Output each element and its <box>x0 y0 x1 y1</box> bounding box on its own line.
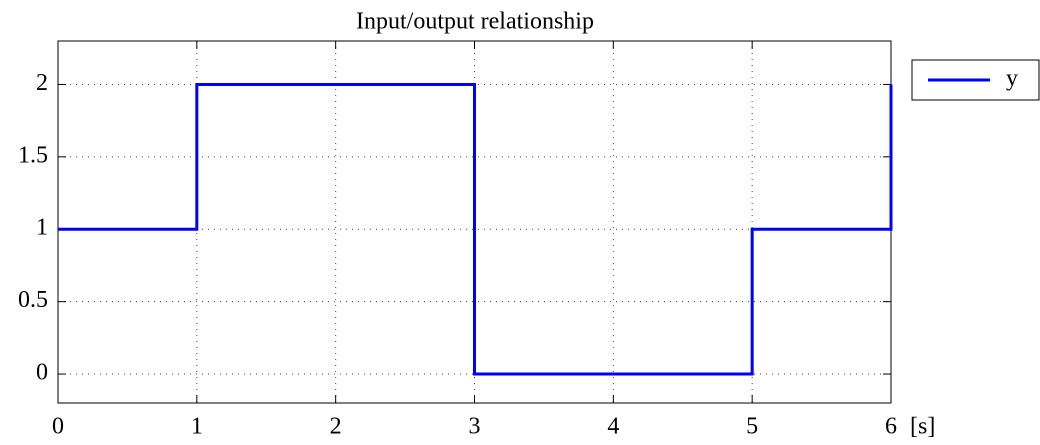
x-tick-label: 4 <box>607 414 619 440</box>
x-tick-label: 1 <box>191 414 203 440</box>
y-tick-label: 0.5 <box>18 287 48 313</box>
x-tick-label: 3 <box>469 414 481 440</box>
chart-title: Input/output relationship <box>356 9 594 35</box>
y-tick-label: 1 <box>36 215 48 241</box>
x-axis-label: [s] <box>910 414 935 440</box>
x-tick-label: 5 <box>746 414 758 440</box>
y-tick-label: 0 <box>36 360 48 386</box>
data-line <box>58 82 893 376</box>
x-tick-label: 0 <box>52 414 64 440</box>
x-tick-label: 2 <box>330 414 342 440</box>
x-tick-label: 6 <box>885 414 897 440</box>
y-tick-label: 1.5 <box>18 142 48 168</box>
y-tick-label: 2 <box>36 70 48 96</box>
legend-label: y <box>1006 66 1018 92</box>
